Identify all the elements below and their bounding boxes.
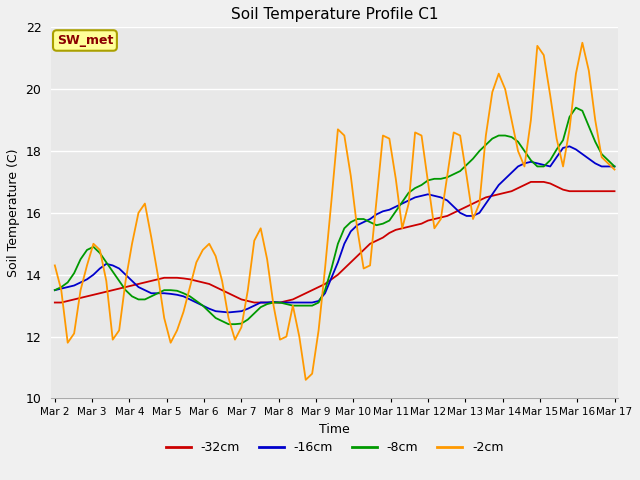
X-axis label: Time: Time	[319, 423, 350, 436]
Title: Soil Temperature Profile C1: Soil Temperature Profile C1	[231, 7, 438, 22]
Y-axis label: Soil Temperature (C): Soil Temperature (C)	[7, 149, 20, 277]
Legend: -32cm, -16cm, -8cm, -2cm: -32cm, -16cm, -8cm, -2cm	[161, 436, 509, 459]
Text: SW_met: SW_met	[57, 34, 113, 47]
